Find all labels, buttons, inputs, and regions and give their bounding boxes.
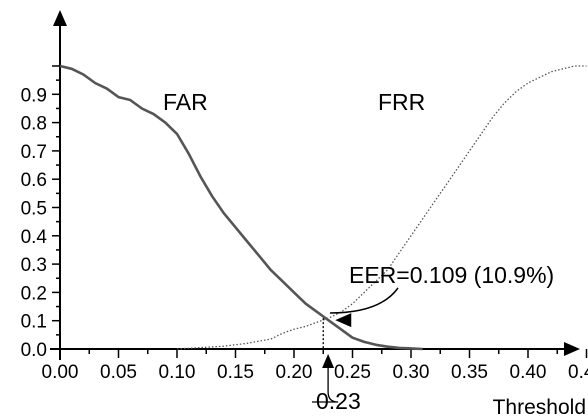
x-tick-label: 0.25	[334, 362, 371, 383]
y-tick-label: 0.8	[21, 114, 47, 135]
x-tick-label: 0.30	[393, 362, 430, 383]
series-layer	[59, 64, 587, 351]
x-tick-label: 0.00	[42, 362, 79, 383]
x-tick-label: 0.05	[100, 362, 137, 383]
y-tick-label: 0.1	[21, 312, 47, 333]
x-tick-label: 0.40	[510, 362, 547, 383]
eer-arrow-head-icon	[335, 313, 352, 328]
y-tick-label: 0.4	[21, 227, 48, 248]
threshold-label: 0.23	[316, 388, 361, 414]
x-tick-label: 0.10	[159, 362, 196, 383]
x-tick-label: 0.15	[217, 362, 254, 383]
y-tick-label: 0.6	[21, 170, 47, 191]
eer-label: EER=0.109 (10.9%)	[349, 262, 554, 288]
y-tick-label: 0.2	[21, 283, 47, 304]
x-axis-title: Threshold	[493, 396, 586, 418]
labels-layer: FAR FRR EER=0.109 (10.9%) 0.23	[163, 89, 554, 414]
x-axis-arrow-icon	[564, 342, 580, 356]
y-axis-arrow-icon	[53, 10, 67, 26]
threshold-arrow-line	[312, 368, 339, 403]
x-tick-label: 0.35	[451, 362, 488, 383]
series-label-far: FAR	[163, 89, 208, 115]
y-tick-label: 0.7	[21, 142, 47, 163]
series-label-frr: FRR	[378, 89, 425, 115]
x-tick-label: 0.20	[276, 362, 313, 383]
chart-axes: 0.0 0.1 0.2 0.3 0.4 0.5 0.6 0.7 0.8 0.9 0.00 0.05 0.…	[21, 10, 588, 418]
y-tick-label: 0.5	[21, 199, 47, 220]
y-tick-label: 0.9	[21, 85, 47, 106]
series-line-frr	[176, 65, 587, 350]
y-tick-label: 0.3	[21, 255, 47, 276]
x-tick-label: 0.45	[568, 362, 588, 383]
eer-arrow-line	[329, 287, 399, 314]
y-tick-label: 0.0	[21, 340, 47, 361]
threshold-arrow-head-icon	[322, 354, 335, 368]
series-line-far	[59, 64, 423, 351]
